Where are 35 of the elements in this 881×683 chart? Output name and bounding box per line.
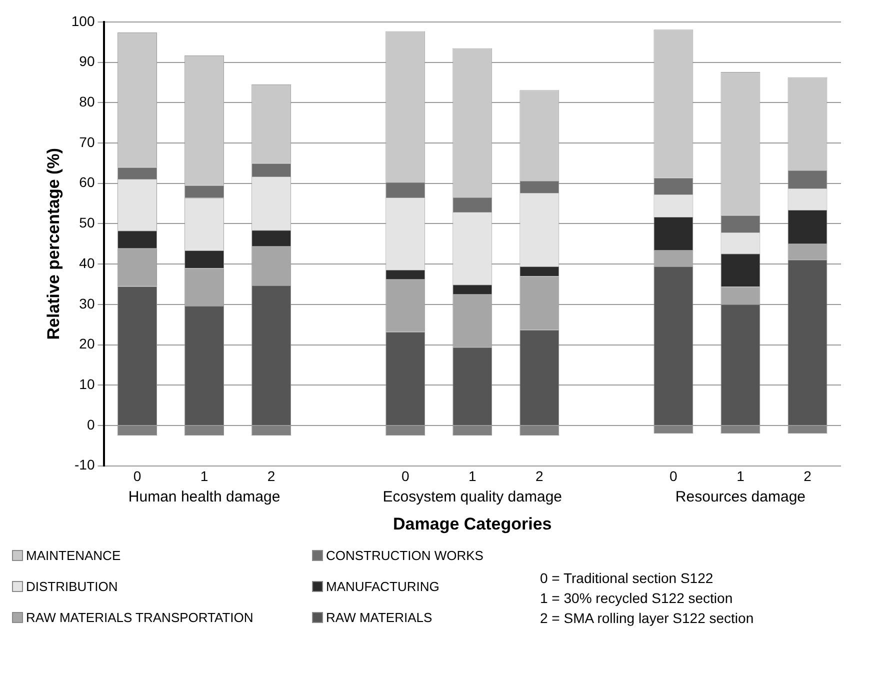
y-axis-title: Relative percentage (%) bbox=[44, 148, 63, 340]
y-tick-label: 70 bbox=[79, 134, 95, 150]
y-tick-label: -10 bbox=[74, 456, 95, 473]
y-tick-label: 10 bbox=[79, 376, 95, 392]
text: 2 = SMA rolling layer S122 section bbox=[540, 609, 754, 628]
x-tick-label: 0 bbox=[133, 468, 142, 484]
text: Resources damage bbox=[675, 488, 806, 506]
y-tick-label: 0 bbox=[86, 416, 95, 432]
legend-label: RAW MATERIALS TRANSPORTATION bbox=[26, 610, 254, 625]
x-tick-label: 1 bbox=[468, 468, 476, 484]
y-tick-label: 80 bbox=[79, 94, 95, 110]
legend-label: CONSTRUCTION WORKS bbox=[326, 548, 484, 563]
y-tick-label: 60 bbox=[79, 174, 95, 190]
x-tick-label: 0 bbox=[401, 468, 410, 484]
y-tick-label: 100 bbox=[71, 12, 95, 29]
x-tick-label: 2 bbox=[536, 468, 544, 484]
y-tick-label: 20 bbox=[79, 336, 95, 352]
x-axis-title: Damage Categories bbox=[393, 514, 552, 534]
text: Ecosystem quality damage bbox=[382, 488, 562, 506]
y-tick-label: 30 bbox=[79, 295, 95, 312]
legend-label: MAINTENANCE bbox=[26, 548, 121, 563]
text: Human health damage bbox=[128, 488, 280, 506]
x-tick-label: 1 bbox=[736, 468, 745, 484]
text: 1 = 30% recycled S122 section bbox=[540, 589, 734, 608]
legend-label: RAW MATERIALS bbox=[326, 610, 432, 625]
y-tick-label: 40 bbox=[79, 254, 95, 271]
x-tick-label: 2 bbox=[267, 468, 276, 484]
x-tick-label: 1 bbox=[200, 468, 208, 484]
y-tick-label: 90 bbox=[79, 53, 95, 70]
y-tick-label: 50 bbox=[79, 214, 95, 231]
legend-label: MANUFACTURING bbox=[326, 579, 440, 594]
legend-label: DISTRIBUTION bbox=[26, 579, 118, 594]
x-tick-label: 0 bbox=[670, 468, 678, 484]
text: 0 = Traditional section S122 bbox=[540, 569, 714, 588]
x-tick-label: 2 bbox=[804, 468, 812, 484]
